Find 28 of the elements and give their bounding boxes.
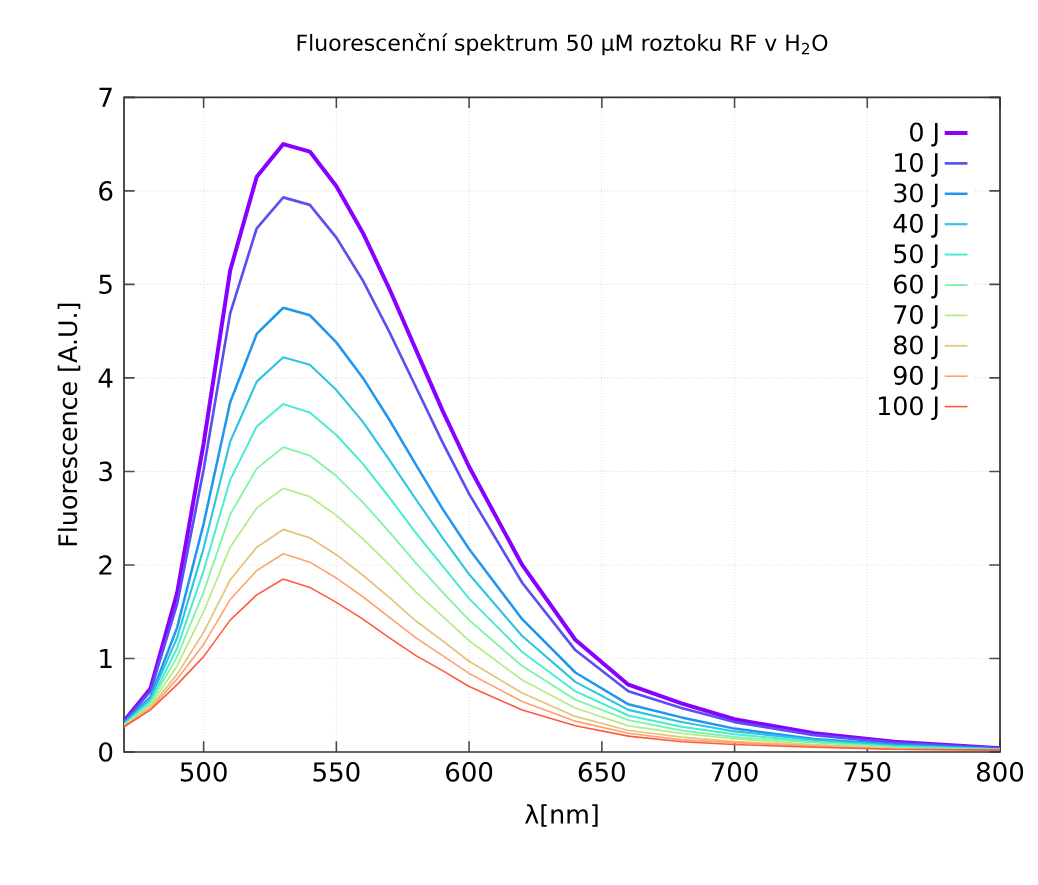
y-tick-label: 4 — [98, 368, 113, 388]
legend-label: 40 J — [893, 213, 938, 238]
legend-label: 100 J — [878, 396, 938, 421]
y-axis-title: Fluorescence [A.U.] — [57, 303, 81, 546]
y-tick-label: 2 — [99, 555, 112, 575]
y-tick-label: 1 — [100, 649, 112, 668]
x-tick-label: 750 — [844, 762, 891, 782]
y-tick-label: 7 — [99, 87, 112, 107]
x-axis-title: λ[nm] — [525, 804, 598, 827]
legend-label: 10 J — [895, 152, 938, 177]
legend-label: 50 J — [894, 244, 938, 269]
y-tick-label: 6 — [99, 181, 113, 201]
y-tick-label: 5 — [99, 274, 112, 295]
chart-title: Fluorescenční spektrum 50 µM roztoku RF v H$_{2}$O — [297, 33, 828, 56]
legend-label: 80 J — [893, 335, 938, 360]
x-tick-label: 550 — [313, 762, 360, 782]
x-tick-label: 800 — [976, 762, 1024, 782]
legend-label: 70 J — [894, 304, 938, 329]
legend-label: 30 J — [894, 183, 938, 208]
legend-label: 60 J — [894, 274, 938, 299]
x-tick-label: 500 — [180, 762, 227, 782]
y-tick-label: 0 — [99, 742, 113, 762]
x-tick-label: 600 — [446, 762, 493, 782]
legend-label: 90 J — [893, 365, 938, 390]
x-tick-label: 650 — [578, 762, 625, 782]
y-tick-label: 3 — [99, 461, 112, 482]
legend-label: 0 J — [910, 122, 938, 147]
x-tick-label: 700 — [711, 762, 758, 782]
